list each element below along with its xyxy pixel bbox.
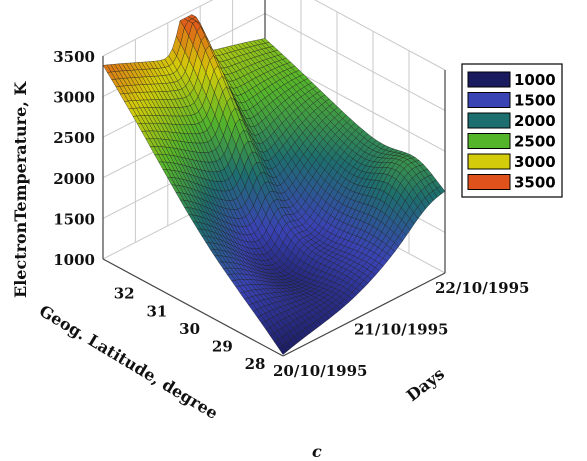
legend-label: 3500 xyxy=(514,174,556,192)
x-tick-label: 32 xyxy=(114,285,135,303)
panel-label: c xyxy=(312,442,322,461)
legend: 1000 1500 2000 2500 3000 3500 xyxy=(461,63,563,198)
legend-swatch xyxy=(467,133,511,149)
x-tick-label: 30 xyxy=(179,320,200,338)
z-tick-label: 1000 xyxy=(53,251,95,269)
grid-line xyxy=(314,0,446,71)
z-tick-label: 2000 xyxy=(53,170,95,188)
legend-swatch xyxy=(467,174,511,190)
axis-line xyxy=(282,272,446,357)
grid-line xyxy=(264,13,446,112)
legend-label: 2000 xyxy=(514,112,556,130)
legend-label: 1000 xyxy=(514,71,556,89)
z-tick-label: 3500 xyxy=(53,48,95,66)
y-tick-label: 20/10/1995 xyxy=(273,362,367,380)
x-tick-label: 31 xyxy=(146,302,167,320)
y-axis-label: Days xyxy=(403,364,448,405)
z-tick-label: 3000 xyxy=(53,89,95,107)
z-axis-label: ElectronTemperature, K xyxy=(11,81,30,298)
surface-patch xyxy=(278,344,288,355)
z-tick-label: 1500 xyxy=(53,210,95,228)
grid-line xyxy=(102,0,214,57)
y-tick-label: 22/10/1995 xyxy=(435,279,529,297)
legend-label: 3000 xyxy=(514,153,556,171)
x-tick-label: 28 xyxy=(245,355,266,373)
surface-plot xyxy=(102,14,446,355)
legend-label: 1500 xyxy=(514,92,556,110)
legend-swatch xyxy=(467,92,511,108)
axis-ticks: 1000 1500 2000 2500 3000 3500 32 31 30 29 28 20/10/… xyxy=(53,48,529,380)
legend-swatch xyxy=(467,153,511,170)
legend-swatch xyxy=(467,112,511,129)
legend-label: 2500 xyxy=(514,133,556,151)
legend-swatch xyxy=(467,71,511,88)
z-tick-label: 2500 xyxy=(53,129,95,147)
axis-line xyxy=(102,258,284,357)
x-tick-label: 29 xyxy=(212,338,233,356)
y-tick-label: 21/10/1995 xyxy=(354,321,448,339)
